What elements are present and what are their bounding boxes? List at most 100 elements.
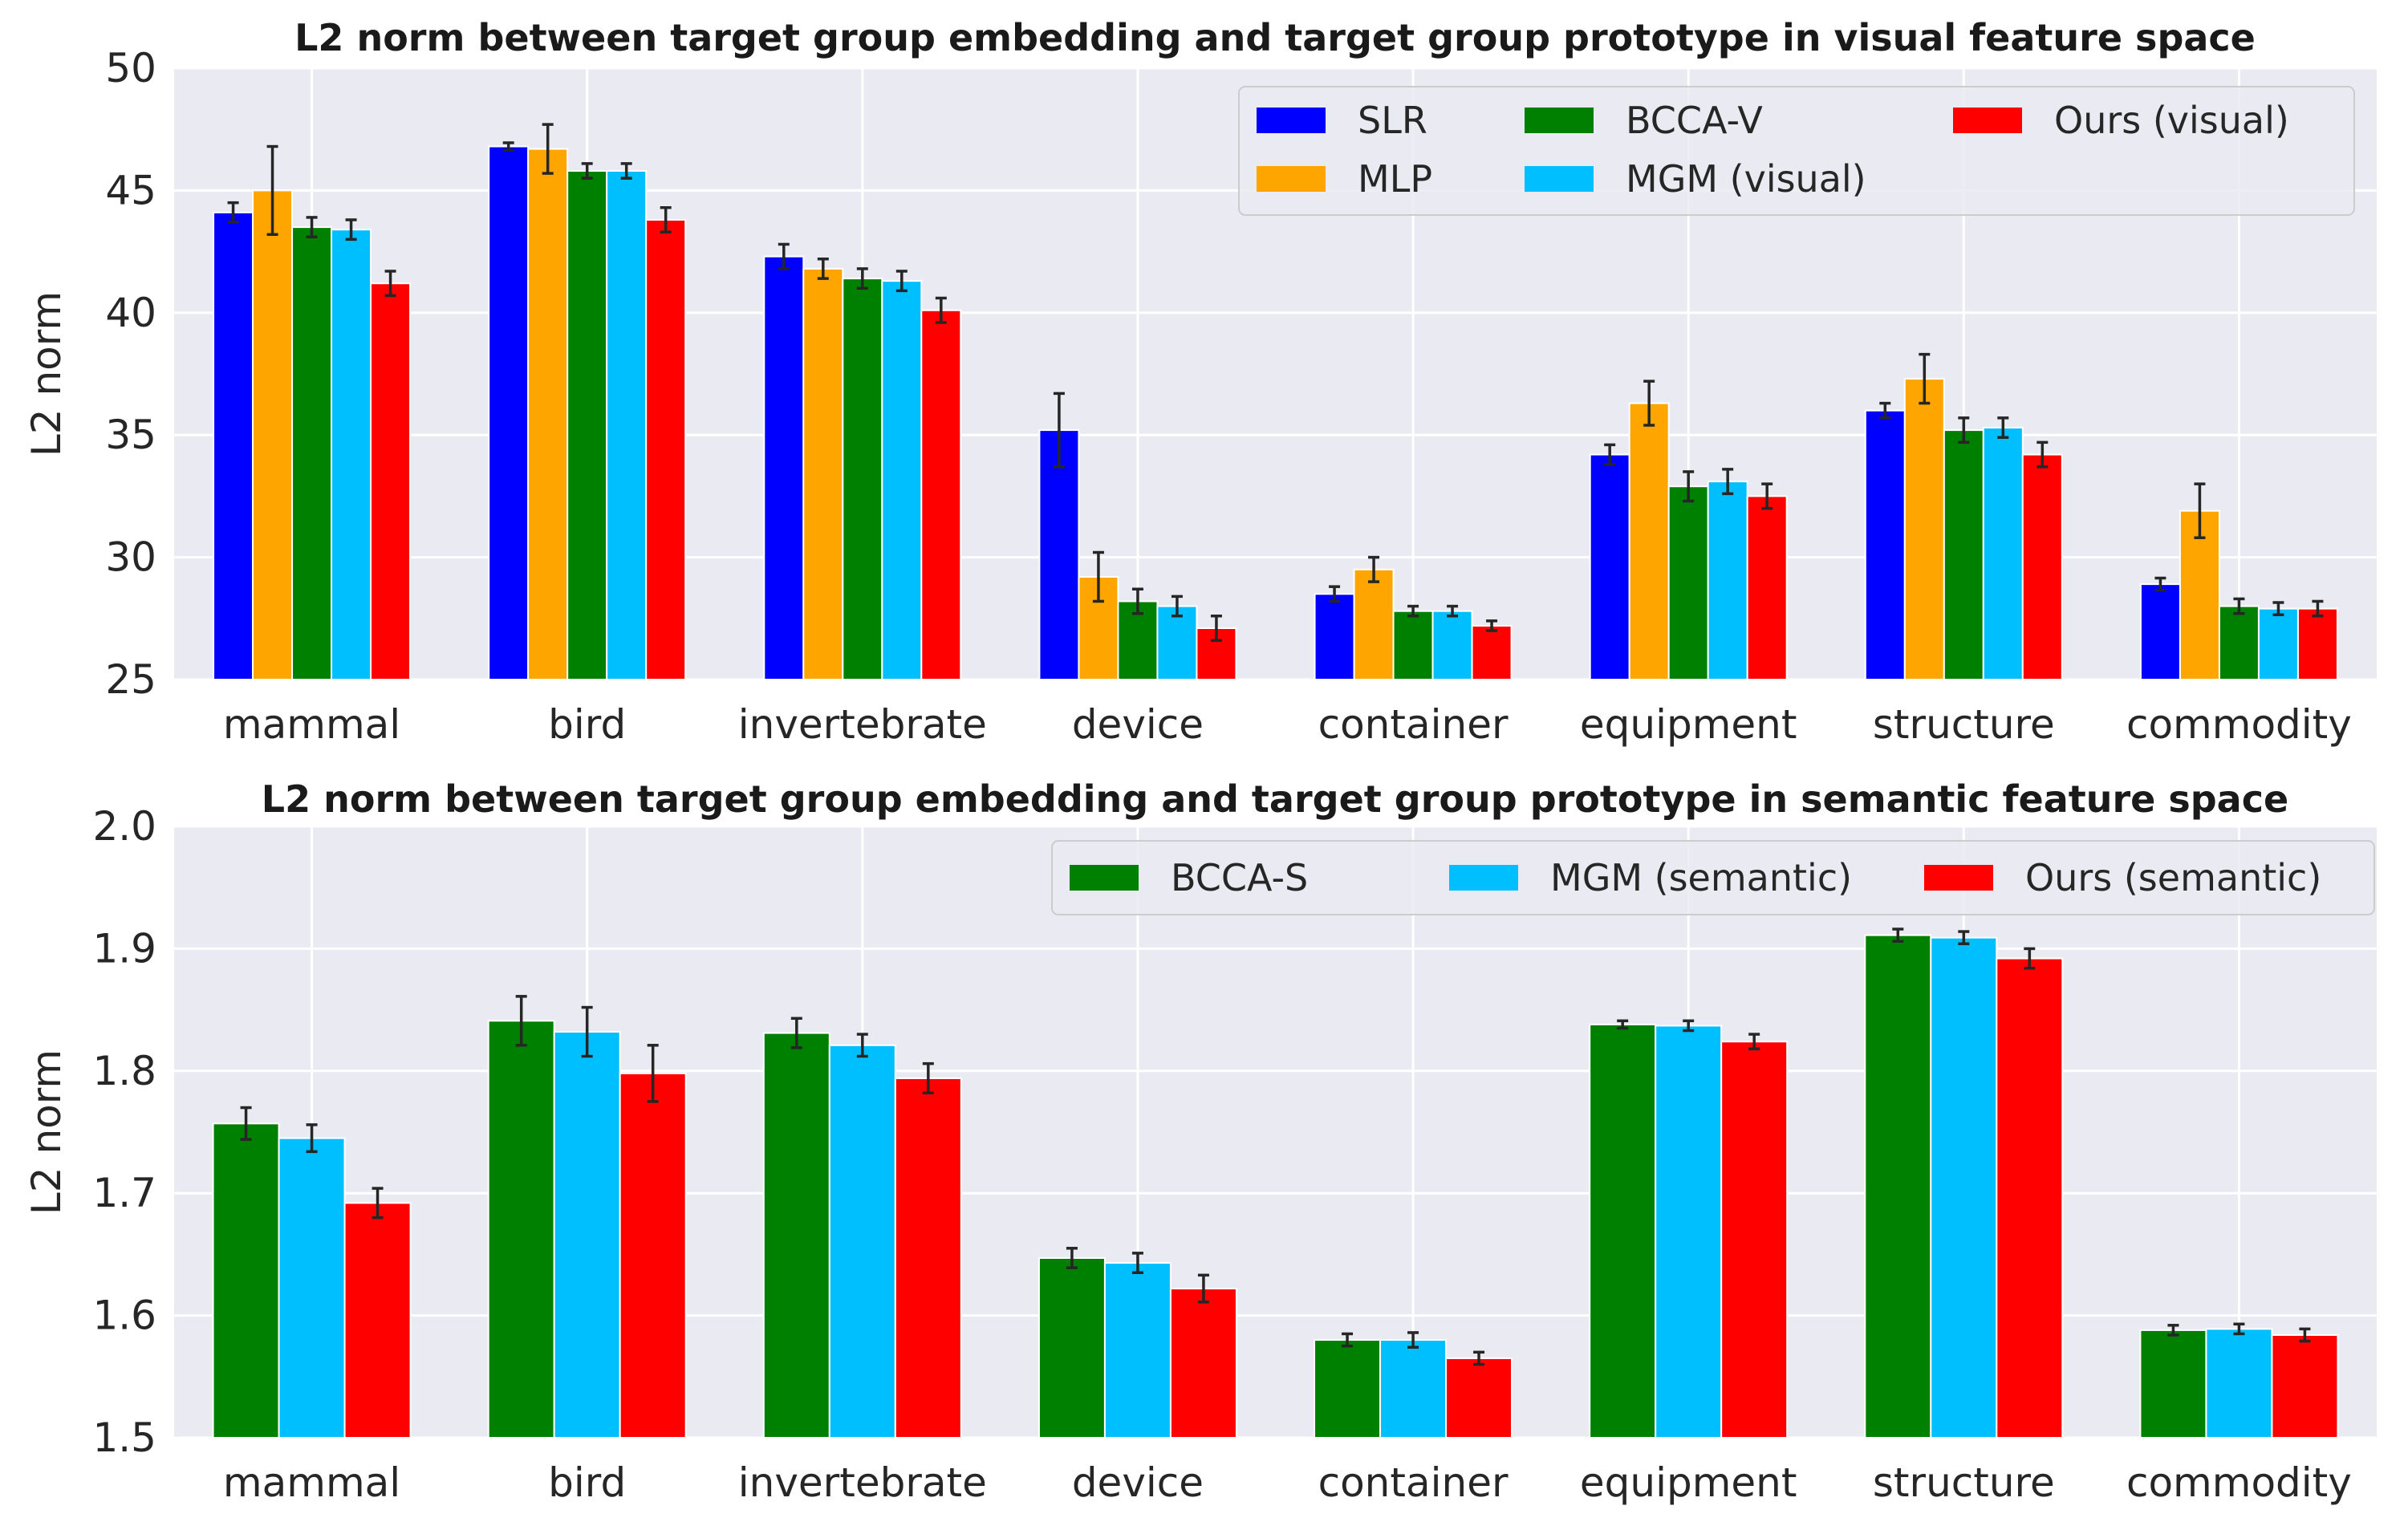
- legend-swatch: [1924, 865, 1993, 891]
- error-bar: [1473, 1350, 1485, 1366]
- error-bar: [1761, 482, 1773, 510]
- bar: [566, 170, 608, 681]
- error-bar: [1342, 1332, 1354, 1348]
- legend-label: MGM (semantic): [1550, 856, 1852, 899]
- error-bar: [345, 218, 357, 241]
- error-bar: [1407, 1331, 1419, 1349]
- error-bar: [1368, 555, 1380, 583]
- bar: [1445, 1357, 1513, 1439]
- error-bar: [515, 995, 527, 1047]
- bar: [645, 218, 687, 680]
- bar: [1353, 568, 1395, 681]
- error-bar: [306, 1123, 318, 1154]
- bar: [762, 1032, 830, 1439]
- x-tick-label: device: [1072, 701, 1204, 748]
- legend: SLR MLP BCCA-V MGM (visual) Ours (visual): [1238, 86, 2355, 216]
- legend-label: Ours (visual): [2054, 99, 2289, 142]
- bar: [1314, 593, 1355, 681]
- y-axis-label: L2 norm: [23, 1049, 70, 1215]
- error-bar: [1197, 1273, 1209, 1304]
- error-bar: [227, 201, 239, 224]
- error-bar: [2299, 1327, 2311, 1343]
- error-bar: [2167, 1324, 2179, 1337]
- y-tick-label: 30: [105, 534, 156, 581]
- x-tick-label: mammal: [223, 701, 400, 748]
- bar: [1628, 402, 1670, 680]
- error-bar: [1617, 1019, 1629, 1030]
- error-bar: [1604, 443, 1616, 466]
- x-tick-label: invertebrate: [738, 1459, 987, 1506]
- bar: [252, 189, 294, 680]
- bar: [1982, 427, 2024, 681]
- error-bar: [1131, 587, 1143, 615]
- legend-swatch: [1953, 108, 2022, 133]
- bar: [1864, 409, 1906, 680]
- bar: [2021, 453, 2063, 680]
- error-bar: [922, 1061, 934, 1094]
- bar: [606, 170, 648, 681]
- y-tick-label: 1.7: [92, 1170, 156, 1216]
- bar: [278, 1137, 346, 1439]
- bar: [1943, 429, 1984, 680]
- bar: [881, 280, 923, 680]
- bar: [2139, 583, 2181, 680]
- y-axis-label: L2 norm: [23, 291, 70, 457]
- error-bar: [660, 205, 672, 233]
- legend-label: BCCA-S: [1171, 856, 1308, 899]
- bar: [894, 1077, 962, 1439]
- bar: [1930, 936, 1998, 1439]
- visual-feature-chart: 25 30 35 40 45 50 mammal bird invertebrate devic…: [23, 16, 2377, 748]
- error-bar: [1919, 352, 1931, 405]
- error-bar: [817, 257, 829, 280]
- error-bar: [581, 1005, 593, 1058]
- x-tick-label: equipment: [1580, 1459, 1797, 1506]
- legend-swatch: [1257, 108, 1326, 133]
- y-tick-label: 2.0: [92, 803, 156, 850]
- bar: [2271, 1333, 2339, 1439]
- x-tick-label: commodity: [2126, 701, 2352, 748]
- y-tick-label: 50: [105, 45, 156, 91]
- bar: [1103, 1262, 1172, 1439]
- bar: [212, 1122, 280, 1439]
- error-bar: [1131, 1252, 1143, 1275]
- bar: [343, 1202, 412, 1439]
- bar: [2296, 607, 2338, 680]
- bar: [488, 145, 530, 680]
- legend-label: Ours (semantic): [2025, 856, 2321, 899]
- error-bar: [240, 1106, 252, 1141]
- error-bar: [1329, 585, 1341, 603]
- error-bar: [542, 123, 554, 175]
- bar: [1589, 453, 1630, 680]
- error-bar: [1958, 416, 1970, 444]
- bar: [1379, 1339, 1448, 1439]
- error-bar: [372, 1187, 384, 1220]
- bar: [1169, 1288, 1237, 1439]
- bar: [1038, 429, 1080, 680]
- legend: BCCA-S MGM (semantic) Ours (semantic): [1051, 840, 2375, 915]
- bar: [2205, 1328, 2273, 1439]
- bar: [920, 309, 962, 680]
- bar: [1903, 378, 1945, 680]
- bar: [802, 267, 844, 681]
- error-bar: [1892, 927, 1904, 944]
- y-tick-label: 25: [105, 656, 156, 703]
- error-bar: [1407, 604, 1419, 618]
- error-bar: [266, 144, 278, 237]
- legend-box: [1051, 840, 2375, 915]
- error-bar: [1643, 379, 1655, 427]
- legend-swatch: [1525, 108, 1594, 133]
- y-tick-label: 1.9: [92, 925, 156, 972]
- bar: [1589, 1023, 1657, 1439]
- error-bar: [306, 216, 318, 239]
- bar: [1471, 624, 1513, 680]
- x-tick-label: bird: [548, 701, 626, 748]
- bar: [213, 211, 254, 681]
- bar: [553, 1031, 621, 1439]
- error-bar: [2194, 482, 2206, 539]
- error-bar: [856, 1033, 868, 1058]
- error-bar: [2024, 947, 2036, 970]
- error-bar: [1722, 468, 1734, 496]
- bar: [763, 255, 805, 681]
- error-bar: [384, 270, 396, 298]
